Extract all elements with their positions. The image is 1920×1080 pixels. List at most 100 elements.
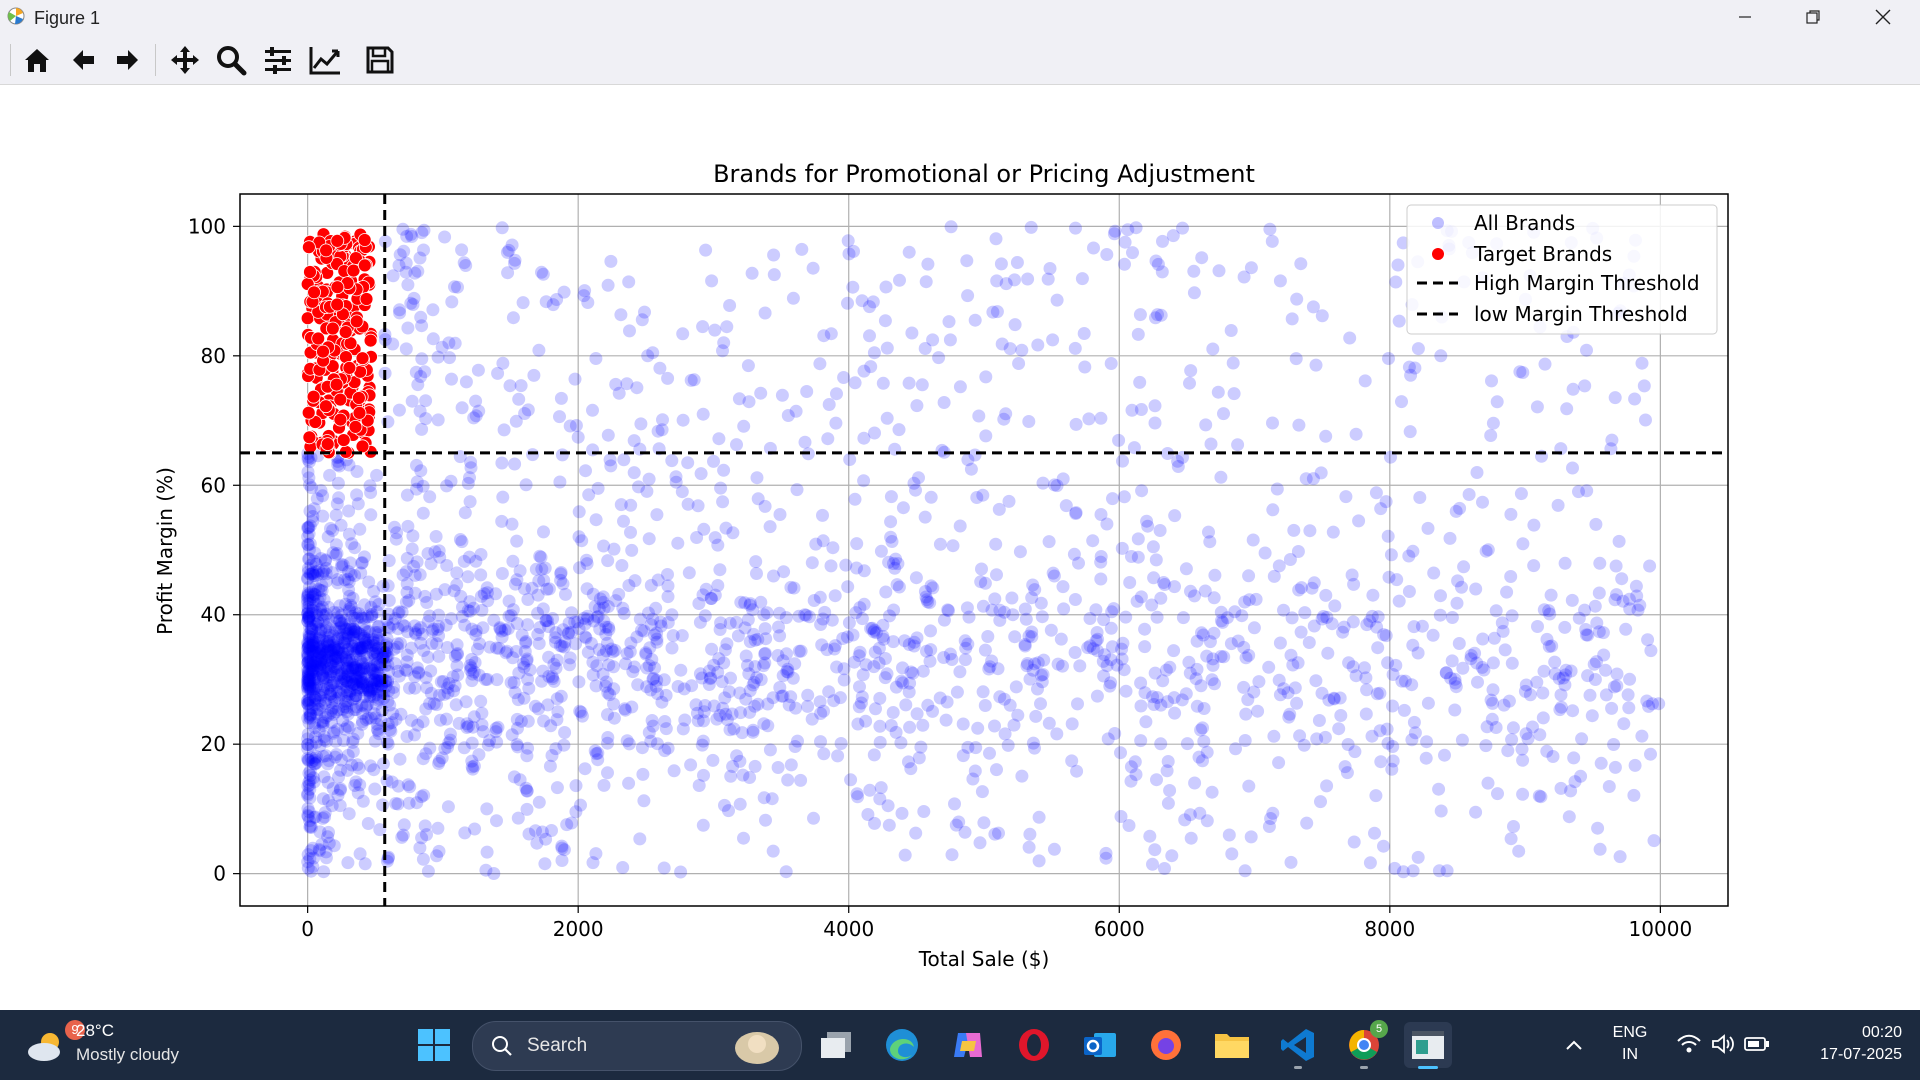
all-brands-point [978,576,992,590]
all-brands-point [303,773,317,787]
taskbar-search[interactable]: Search [472,1021,802,1071]
all-brands-point [868,645,882,659]
all-brands-point [1107,602,1121,616]
clock[interactable]: 00:20 17-07-2025 [1790,1022,1910,1068]
all-brands-point [331,454,345,468]
all-brands-point [321,637,335,651]
home-icon [25,49,49,72]
all-brands-point [903,676,917,690]
all-brands-point [820,643,834,657]
all-brands-point [674,663,688,677]
chrome-button[interactable]: 5 [1340,1020,1388,1069]
forward-button[interactable] [110,42,146,78]
all-brands-point [314,690,327,704]
all-brands-point [341,748,355,762]
task-view-button[interactable] [812,1022,860,1068]
all-brands-point [896,501,910,515]
all-brands-point [451,647,464,660]
all-brands-point [1379,495,1393,509]
save-button[interactable] [362,42,398,78]
all-brands-point [907,635,921,649]
all-brands-point [334,782,347,796]
all-brands-point [805,556,819,570]
all-brands-point [306,860,320,874]
all-brands-point [1176,611,1190,625]
restore-button[interactable] [1778,0,1848,34]
firefox-button[interactable] [1142,1022,1190,1068]
all-brands-point [441,686,455,700]
all-brands-point [307,569,321,582]
all-brands-point [322,754,336,768]
all-brands-point [1530,400,1544,414]
all-brands-point [814,618,828,631]
all-brands-point [1342,656,1356,670]
all-brands-point [781,773,795,787]
all-brands-point [758,647,772,661]
all-brands-point [1237,680,1251,694]
all-brands-point [335,616,348,630]
copilot-button[interactable] [944,1022,992,1068]
show-hidden-icons-button[interactable] [1550,1022,1598,1068]
all-brands-point [730,438,743,452]
all-brands-point [333,799,347,813]
all-brands-point [309,617,323,631]
all-brands-point [465,622,479,636]
all-brands-point [1566,382,1580,396]
all-brands-point [650,632,664,646]
python-figure-button[interactable] [1404,1022,1452,1069]
all-brands-point [581,609,594,623]
all-brands-point [719,521,733,535]
close-button[interactable] [1848,0,1918,34]
edit-axis-button[interactable] [307,42,343,78]
vscode-button[interactable] [1274,1022,1322,1069]
all-brands-point [511,721,524,735]
all-brands-point [553,639,567,653]
target-brands-point [319,243,334,258]
start-button[interactable] [410,1022,458,1068]
all-brands-point [1449,504,1463,518]
all-brands-point [305,755,319,769]
all-brands-point [356,675,370,689]
all-brands-point [393,306,407,320]
all-brands-point [309,682,322,695]
all-brands-point [304,657,318,671]
all-brands-point [1306,300,1320,314]
edge-button[interactable] [878,1022,926,1068]
all-brands-point [882,555,896,569]
all-brands-point [921,257,935,271]
all-brands-point [380,632,394,646]
zoom-button[interactable] [213,42,249,78]
system-tray[interactable] [1672,1030,1772,1060]
home-button[interactable] [19,42,55,78]
pan-button[interactable] [167,42,203,78]
all-brands-point [406,529,420,543]
outlook-button[interactable] [1076,1022,1124,1068]
file-explorer-button[interactable] [1208,1022,1256,1068]
all-brands-point [343,622,357,636]
all-brands-point [1156,234,1169,248]
all-brands-point [894,736,908,750]
all-brands-point [523,663,537,677]
back-button[interactable] [65,42,101,78]
all-brands-point [330,685,344,699]
language-indicator[interactable]: ENG IN [1605,1022,1655,1068]
all-brands-point [432,608,446,622]
all-brands-point [886,635,900,649]
all-brands-point [1457,560,1471,574]
all-brands-point [1411,342,1425,356]
all-brands-point [843,453,857,466]
wifi-icon [1677,1034,1701,1053]
all-brands-point [339,640,352,654]
all-brands-point [459,375,473,389]
all-brands-point [341,572,355,586]
all-brands-point [475,718,489,732]
all-brands-point [334,617,348,631]
all-brands-point [444,733,457,747]
configure-subplots-button[interactable] [260,42,296,78]
minimize-button[interactable] [1710,0,1780,34]
opera-button[interactable] [1010,1022,1058,1068]
all-brands-point [368,648,382,662]
weather-widget[interactable]: 9 28°C Mostly cloudy [18,1010,198,1080]
all-brands-point [301,662,315,676]
all-brands-point [910,399,924,413]
